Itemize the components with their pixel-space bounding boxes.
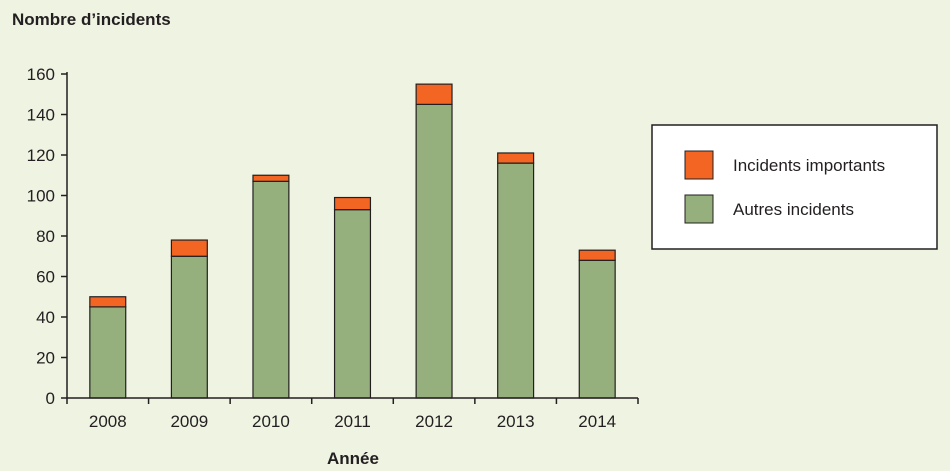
bar-autres-incidents-2009	[170, 255, 208, 399]
x-axis-title: Année	[327, 449, 379, 468]
bar-incidents-importants-2013	[497, 152, 535, 164]
y-tick-label: 0	[46, 389, 55, 408]
x-axis: 2008 2009 2010 2011 2012 2013 2014	[66, 398, 639, 431]
x-tick-label-2011: 2011	[334, 412, 371, 431]
x-tick-label-2008: 2008	[89, 412, 127, 431]
x-tick-label-2009: 2009	[170, 412, 208, 431]
bar-incidents-importants-2012	[415, 83, 453, 105]
x-tick-label-2014: 2014	[578, 412, 616, 431]
y-tick-label: 20	[36, 349, 55, 368]
legend-swatch-autres-incidents	[684, 194, 714, 224]
bar-autres-incidents-2008	[89, 306, 127, 399]
y-tick-label: 160	[27, 65, 55, 84]
bar-incidents-importants-2011	[333, 196, 372, 211]
legend-label-autres-incidents: Autres incidents	[733, 200, 854, 219]
bar-incidents-importants-2009	[170, 239, 208, 257]
y-tick-label: 100	[27, 187, 55, 206]
bar-incidents-importants-2008	[89, 296, 127, 308]
bar-autres-incidents-2014	[578, 259, 616, 399]
bar-incidents-importants-2014	[578, 249, 616, 261]
x-tick-label-2013: 2013	[497, 412, 535, 431]
y-axis-title: Nombre d’incidents	[12, 10, 171, 29]
y-tick-label: 40	[36, 308, 55, 327]
bars-group	[89, 83, 616, 399]
y-tick-label: 80	[36, 227, 55, 246]
y-tick-label: 120	[27, 146, 55, 165]
legend: Incidents importants Autres incidents	[651, 124, 938, 250]
x-tick-label-2012: 2012	[415, 412, 453, 431]
y-tick-label: 140	[27, 106, 55, 125]
y-tick-label: 60	[36, 268, 55, 287]
bar-autres-incidents-2012	[415, 103, 453, 399]
bar-autres-incidents-2013	[497, 162, 535, 399]
bar-autres-incidents-2011	[333, 209, 372, 399]
bar-incidents-importants-2010	[252, 174, 290, 182]
y-axis: 0 20 40 60 80 100 120 140 160	[27, 65, 67, 408]
bar-autres-incidents-2010	[252, 180, 290, 399]
legend-box	[651, 124, 938, 250]
legend-swatch-incidents-importants	[684, 150, 714, 180]
legend-label-incidents-importants: Incidents importants	[733, 156, 885, 175]
x-tick-label-2010: 2010	[252, 412, 290, 431]
